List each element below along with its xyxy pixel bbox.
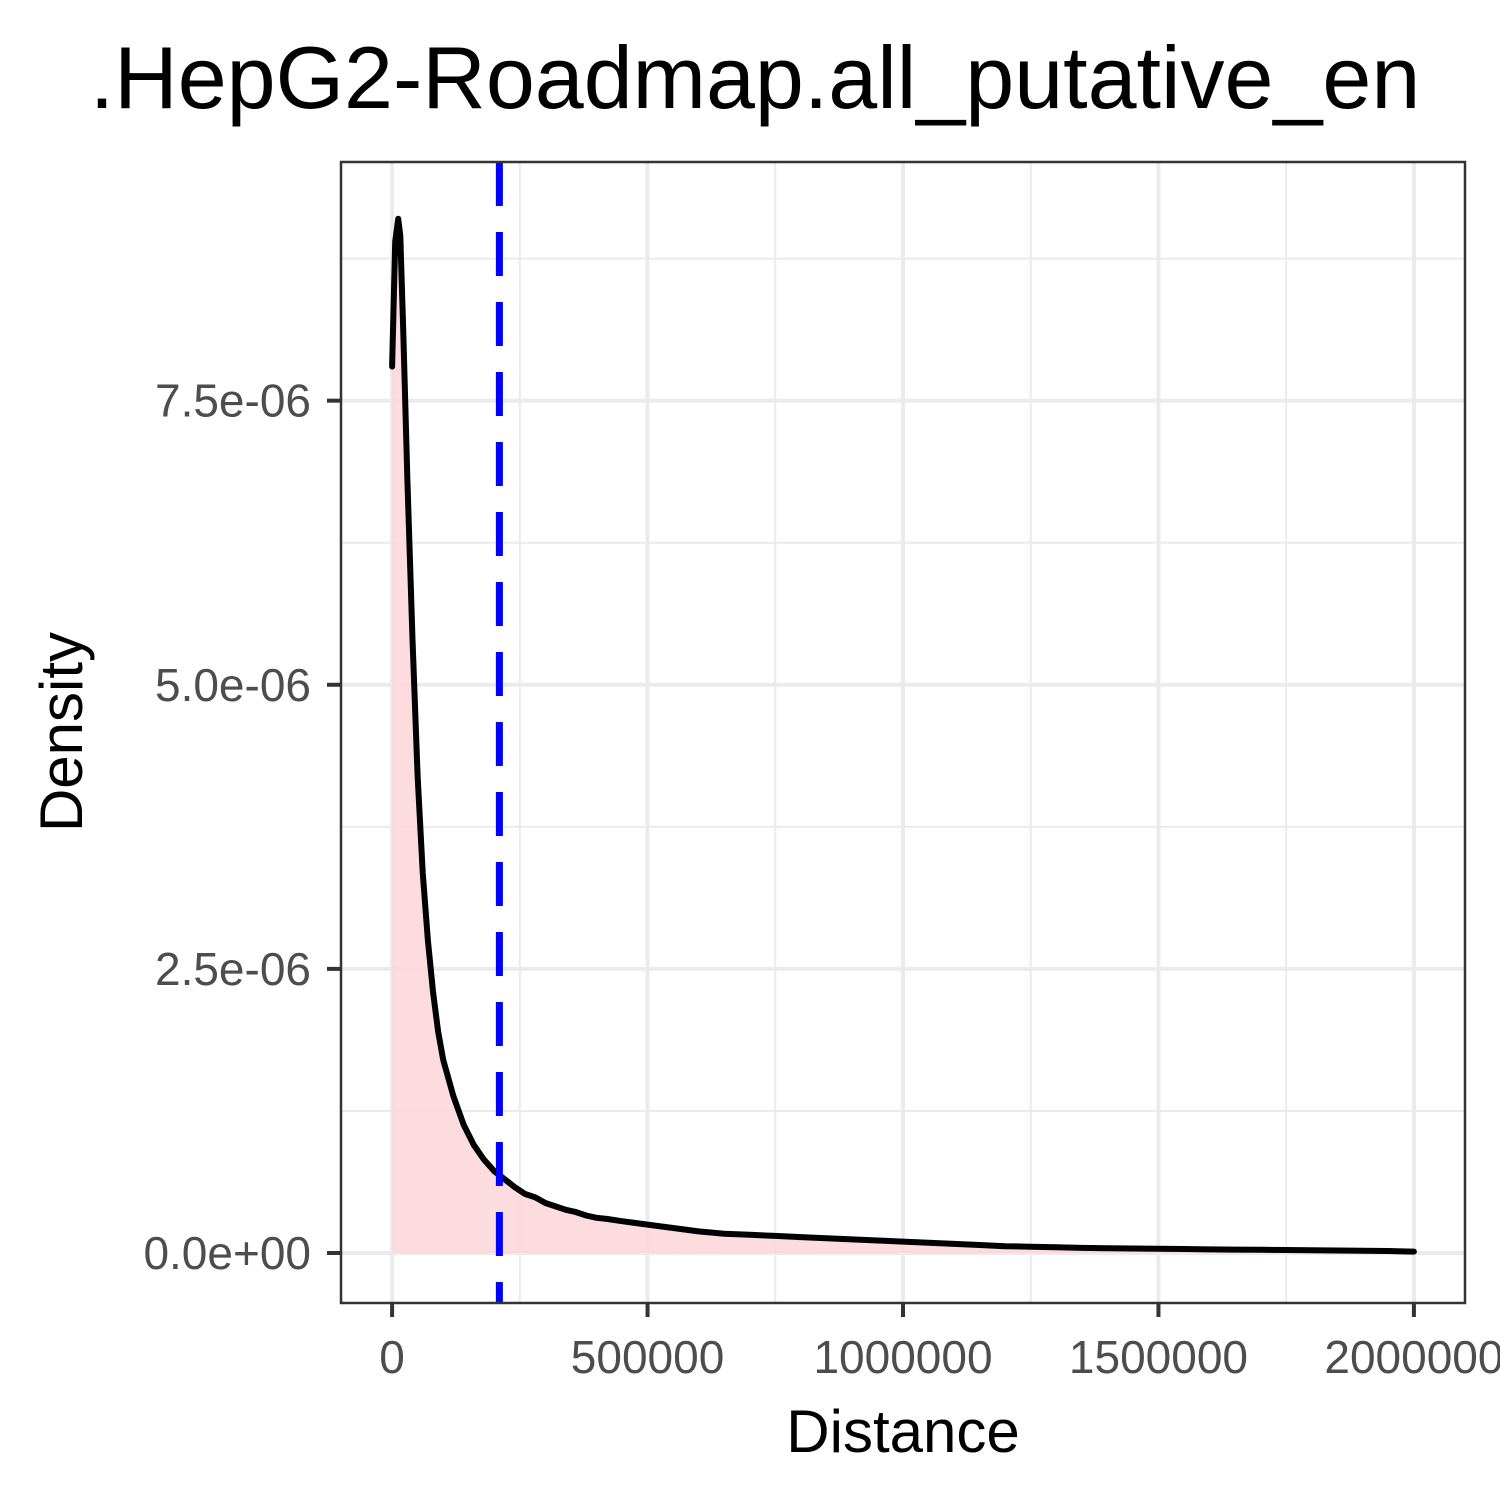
x-tick-label: 0 <box>379 1331 405 1383</box>
density-line <box>389 215 1417 1255</box>
y-axis: 0.0e+00 2.5e-06 5.0e-06 7.5e-06 <box>143 375 341 1279</box>
y-axis-title: Density <box>28 632 95 832</box>
x-axis: 0 500000 1000000 1500000 2000000 <box>379 1303 1500 1383</box>
x-tick-label: 500000 <box>571 1331 725 1383</box>
y-tick-label: 2.5e-06 <box>155 943 311 995</box>
x-tick-label: 1000000 <box>813 1331 992 1383</box>
y-tick-label: 7.5e-06 <box>155 375 311 427</box>
x-axis-title: Distance <box>786 1398 1019 1465</box>
chart-title: .HepG2-Roadmap.all_putative_en <box>90 28 1421 127</box>
x-tick-label: 2000000 <box>1324 1331 1500 1383</box>
y-tick-label: 0.0e+00 <box>143 1227 311 1279</box>
x-tick-label: 1500000 <box>1069 1331 1248 1383</box>
density-layer <box>389 215 1417 1255</box>
y-tick-label: 5.0e-06 <box>155 659 311 711</box>
